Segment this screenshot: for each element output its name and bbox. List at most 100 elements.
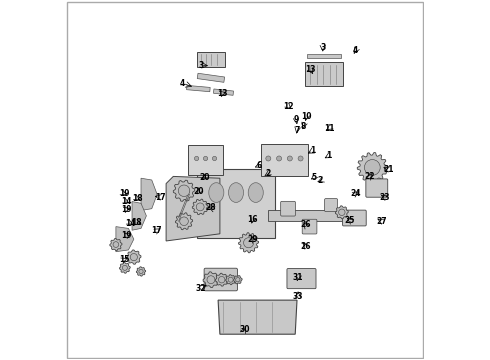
Text: 17: 17 bbox=[155, 193, 165, 202]
Polygon shape bbox=[132, 202, 147, 230]
Text: 1: 1 bbox=[327, 151, 332, 160]
Text: 7: 7 bbox=[294, 126, 300, 135]
Text: 14: 14 bbox=[121, 197, 131, 206]
Text: 18: 18 bbox=[132, 194, 143, 203]
Text: 4: 4 bbox=[180, 79, 185, 88]
Circle shape bbox=[122, 265, 127, 270]
Polygon shape bbox=[214, 89, 234, 95]
Polygon shape bbox=[335, 206, 348, 219]
Polygon shape bbox=[136, 267, 146, 276]
Text: 18: 18 bbox=[131, 218, 142, 227]
Circle shape bbox=[212, 156, 217, 161]
Polygon shape bbox=[197, 73, 224, 82]
Text: 24: 24 bbox=[350, 189, 361, 198]
FancyBboxPatch shape bbox=[188, 145, 223, 175]
Ellipse shape bbox=[228, 183, 244, 202]
Polygon shape bbox=[357, 153, 388, 183]
Circle shape bbox=[339, 209, 345, 216]
Text: 29: 29 bbox=[247, 235, 258, 244]
Circle shape bbox=[244, 238, 254, 248]
Text: 9: 9 bbox=[294, 115, 299, 124]
Circle shape bbox=[130, 253, 137, 261]
Text: 32: 32 bbox=[196, 284, 206, 293]
Polygon shape bbox=[225, 275, 236, 285]
Text: 1: 1 bbox=[311, 146, 316, 155]
Polygon shape bbox=[307, 54, 341, 58]
Polygon shape bbox=[110, 238, 122, 251]
Text: 2: 2 bbox=[318, 176, 323, 185]
FancyBboxPatch shape bbox=[204, 268, 238, 291]
Circle shape bbox=[298, 156, 303, 161]
Text: 19: 19 bbox=[119, 189, 129, 198]
Text: 13: 13 bbox=[218, 89, 228, 98]
Polygon shape bbox=[215, 273, 228, 286]
Polygon shape bbox=[218, 300, 297, 334]
Circle shape bbox=[236, 278, 240, 282]
Text: 12: 12 bbox=[283, 102, 294, 111]
Polygon shape bbox=[203, 272, 219, 288]
Circle shape bbox=[228, 277, 233, 282]
Polygon shape bbox=[166, 176, 220, 241]
FancyBboxPatch shape bbox=[343, 210, 366, 226]
Text: 15: 15 bbox=[119, 255, 129, 264]
Ellipse shape bbox=[209, 183, 224, 202]
Circle shape bbox=[178, 185, 190, 197]
Text: 2: 2 bbox=[265, 170, 270, 179]
Text: 20: 20 bbox=[194, 187, 204, 196]
Text: 31: 31 bbox=[293, 273, 303, 282]
Text: 13: 13 bbox=[305, 65, 316, 74]
Polygon shape bbox=[234, 275, 242, 284]
Text: 4: 4 bbox=[353, 46, 358, 55]
FancyBboxPatch shape bbox=[366, 179, 388, 197]
Circle shape bbox=[139, 269, 143, 274]
Text: 33: 33 bbox=[293, 292, 303, 301]
Text: 26: 26 bbox=[300, 220, 311, 229]
Polygon shape bbox=[173, 180, 195, 201]
Text: 30: 30 bbox=[239, 325, 249, 334]
Text: 8: 8 bbox=[301, 122, 306, 131]
Polygon shape bbox=[239, 233, 259, 253]
Polygon shape bbox=[187, 85, 210, 92]
Text: 19: 19 bbox=[121, 205, 131, 214]
Text: 25: 25 bbox=[344, 216, 355, 225]
Polygon shape bbox=[126, 250, 141, 264]
Text: 20: 20 bbox=[199, 173, 210, 182]
Circle shape bbox=[180, 217, 188, 226]
Ellipse shape bbox=[248, 183, 263, 202]
Circle shape bbox=[196, 203, 204, 211]
Text: 16: 16 bbox=[247, 215, 258, 224]
Polygon shape bbox=[116, 226, 134, 252]
Polygon shape bbox=[269, 211, 349, 221]
Circle shape bbox=[365, 159, 380, 175]
Circle shape bbox=[113, 242, 119, 247]
Text: 23: 23 bbox=[380, 193, 390, 202]
Circle shape bbox=[287, 156, 293, 161]
Text: 26: 26 bbox=[301, 242, 311, 251]
Circle shape bbox=[219, 276, 225, 283]
Text: 27: 27 bbox=[377, 217, 387, 226]
Text: 22: 22 bbox=[365, 172, 375, 181]
Circle shape bbox=[203, 156, 208, 161]
FancyBboxPatch shape bbox=[287, 269, 316, 289]
Text: 6: 6 bbox=[256, 161, 261, 170]
FancyBboxPatch shape bbox=[197, 52, 224, 67]
Text: 11: 11 bbox=[324, 123, 335, 132]
Polygon shape bbox=[192, 199, 208, 215]
Text: 3: 3 bbox=[198, 61, 204, 70]
Circle shape bbox=[266, 156, 271, 161]
Text: 21: 21 bbox=[383, 165, 393, 174]
Circle shape bbox=[207, 276, 215, 284]
FancyBboxPatch shape bbox=[305, 62, 343, 86]
Text: 19: 19 bbox=[122, 231, 132, 240]
Text: 14: 14 bbox=[125, 219, 136, 228]
Text: 28: 28 bbox=[206, 203, 216, 212]
FancyBboxPatch shape bbox=[324, 199, 338, 212]
FancyBboxPatch shape bbox=[281, 201, 295, 216]
Text: 5: 5 bbox=[311, 173, 317, 182]
Text: 3: 3 bbox=[320, 43, 325, 52]
Text: 10: 10 bbox=[301, 112, 312, 121]
FancyBboxPatch shape bbox=[197, 169, 275, 238]
Polygon shape bbox=[175, 213, 193, 230]
Polygon shape bbox=[141, 178, 157, 211]
Circle shape bbox=[195, 156, 199, 161]
